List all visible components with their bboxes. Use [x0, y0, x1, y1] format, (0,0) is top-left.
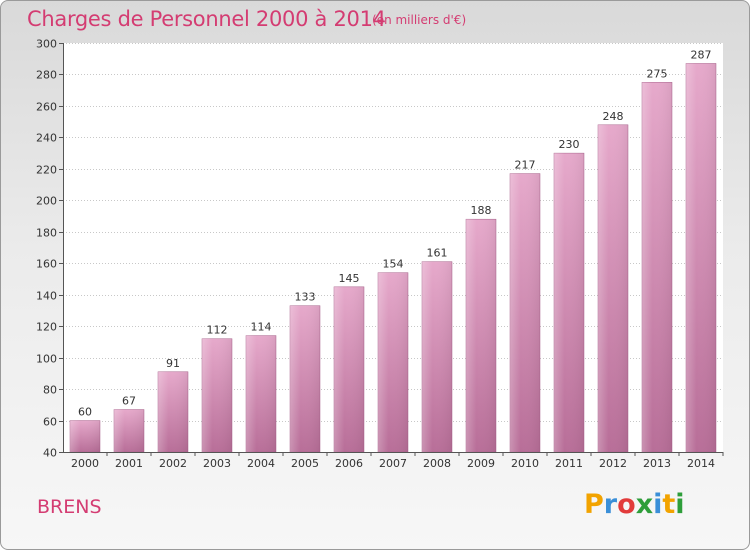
- y-tick-label: 60: [43, 416, 57, 429]
- bar-shade-2007: [378, 272, 408, 452]
- y-tick-label: 280: [36, 69, 57, 82]
- y-tick-label: 220: [36, 164, 57, 177]
- bar-shade-2005: [290, 305, 320, 452]
- y-tick-label: 260: [36, 101, 57, 114]
- x-tick-label: 2005: [291, 457, 319, 470]
- bar-shade-2008: [422, 261, 452, 452]
- bar-shade-2004: [246, 335, 276, 452]
- y-tick-label: 160: [36, 258, 57, 271]
- bar-shade-2000: [70, 420, 100, 452]
- proxiti-logo: Proxiti: [584, 489, 685, 520]
- logo-letter: t: [662, 489, 676, 520]
- x-tick-label: 2012: [599, 457, 627, 470]
- commune-name: BRENS: [37, 496, 102, 518]
- x-tick-label: 2004: [247, 457, 275, 470]
- bar-shade-2014: [686, 63, 716, 452]
- x-tick-label: 2014: [687, 457, 715, 470]
- data-label-2012: 248: [603, 110, 624, 123]
- y-tick-label: 200: [36, 195, 57, 208]
- data-label-2008: 161: [427, 247, 448, 260]
- logo-letter: i: [675, 489, 685, 520]
- y-tick-label: 240: [36, 132, 57, 145]
- data-label-2002: 91: [166, 357, 180, 370]
- bar-shade-2001: [114, 409, 144, 452]
- data-label-2007: 154: [383, 258, 404, 271]
- data-label-2006: 145: [339, 272, 360, 285]
- bar-shade-2002: [158, 371, 188, 452]
- x-tick-label: 2011: [555, 457, 583, 470]
- data-label-2004: 114: [251, 321, 272, 334]
- x-tick-label: 2009: [467, 457, 495, 470]
- data-label-2009: 188: [471, 204, 492, 217]
- bar-shade-2009: [466, 219, 496, 452]
- chart-title: Charges de Personnel 2000 à 2014: [27, 7, 386, 31]
- logo-letter: x: [635, 489, 654, 520]
- logo-letter: i: [653, 489, 663, 520]
- data-label-2000: 60: [78, 406, 92, 419]
- y-tick-label: 140: [36, 290, 57, 303]
- bar-shade-2003: [202, 338, 232, 452]
- logo-letter: P: [584, 489, 604, 520]
- y-tick-label: 80: [43, 384, 57, 397]
- x-tick-label: 2013: [643, 457, 671, 470]
- data-label-2010: 217: [515, 159, 536, 172]
- data-label-2003: 112: [207, 324, 228, 337]
- chart-subtitle: (en milliers d'€): [372, 13, 467, 27]
- data-label-2014: 287: [691, 48, 712, 61]
- x-tick-label: 2000: [71, 457, 99, 470]
- x-tick-label: 2008: [423, 457, 451, 470]
- y-tick-label: 40: [43, 447, 57, 460]
- x-tick-label: 2010: [511, 457, 539, 470]
- y-tick-label: 120: [36, 321, 57, 334]
- data-label-2011: 230: [559, 138, 580, 151]
- bar-shade-2012: [598, 124, 628, 453]
- bar-shade-2013: [642, 82, 672, 453]
- y-tick-label: 300: [36, 38, 57, 51]
- x-tick-label: 2002: [159, 457, 187, 470]
- x-tick-label: 2006: [335, 457, 363, 470]
- data-label-2005: 133: [295, 291, 316, 304]
- y-tick-label: 100: [36, 353, 57, 366]
- bar-shade-2011: [554, 153, 584, 452]
- y-tick-label: 180: [36, 227, 57, 240]
- logo-letter: r: [603, 489, 618, 520]
- x-tick-label: 2001: [115, 457, 143, 470]
- data-label-2001: 67: [122, 395, 136, 408]
- x-tick-label: 2007: [379, 457, 407, 470]
- bar-shade-2010: [510, 173, 540, 453]
- bar-shade-2006: [334, 286, 364, 452]
- data-label-2013: 275: [647, 67, 668, 80]
- x-tick-label: 2003: [203, 457, 231, 470]
- logo-letter: o: [617, 489, 636, 520]
